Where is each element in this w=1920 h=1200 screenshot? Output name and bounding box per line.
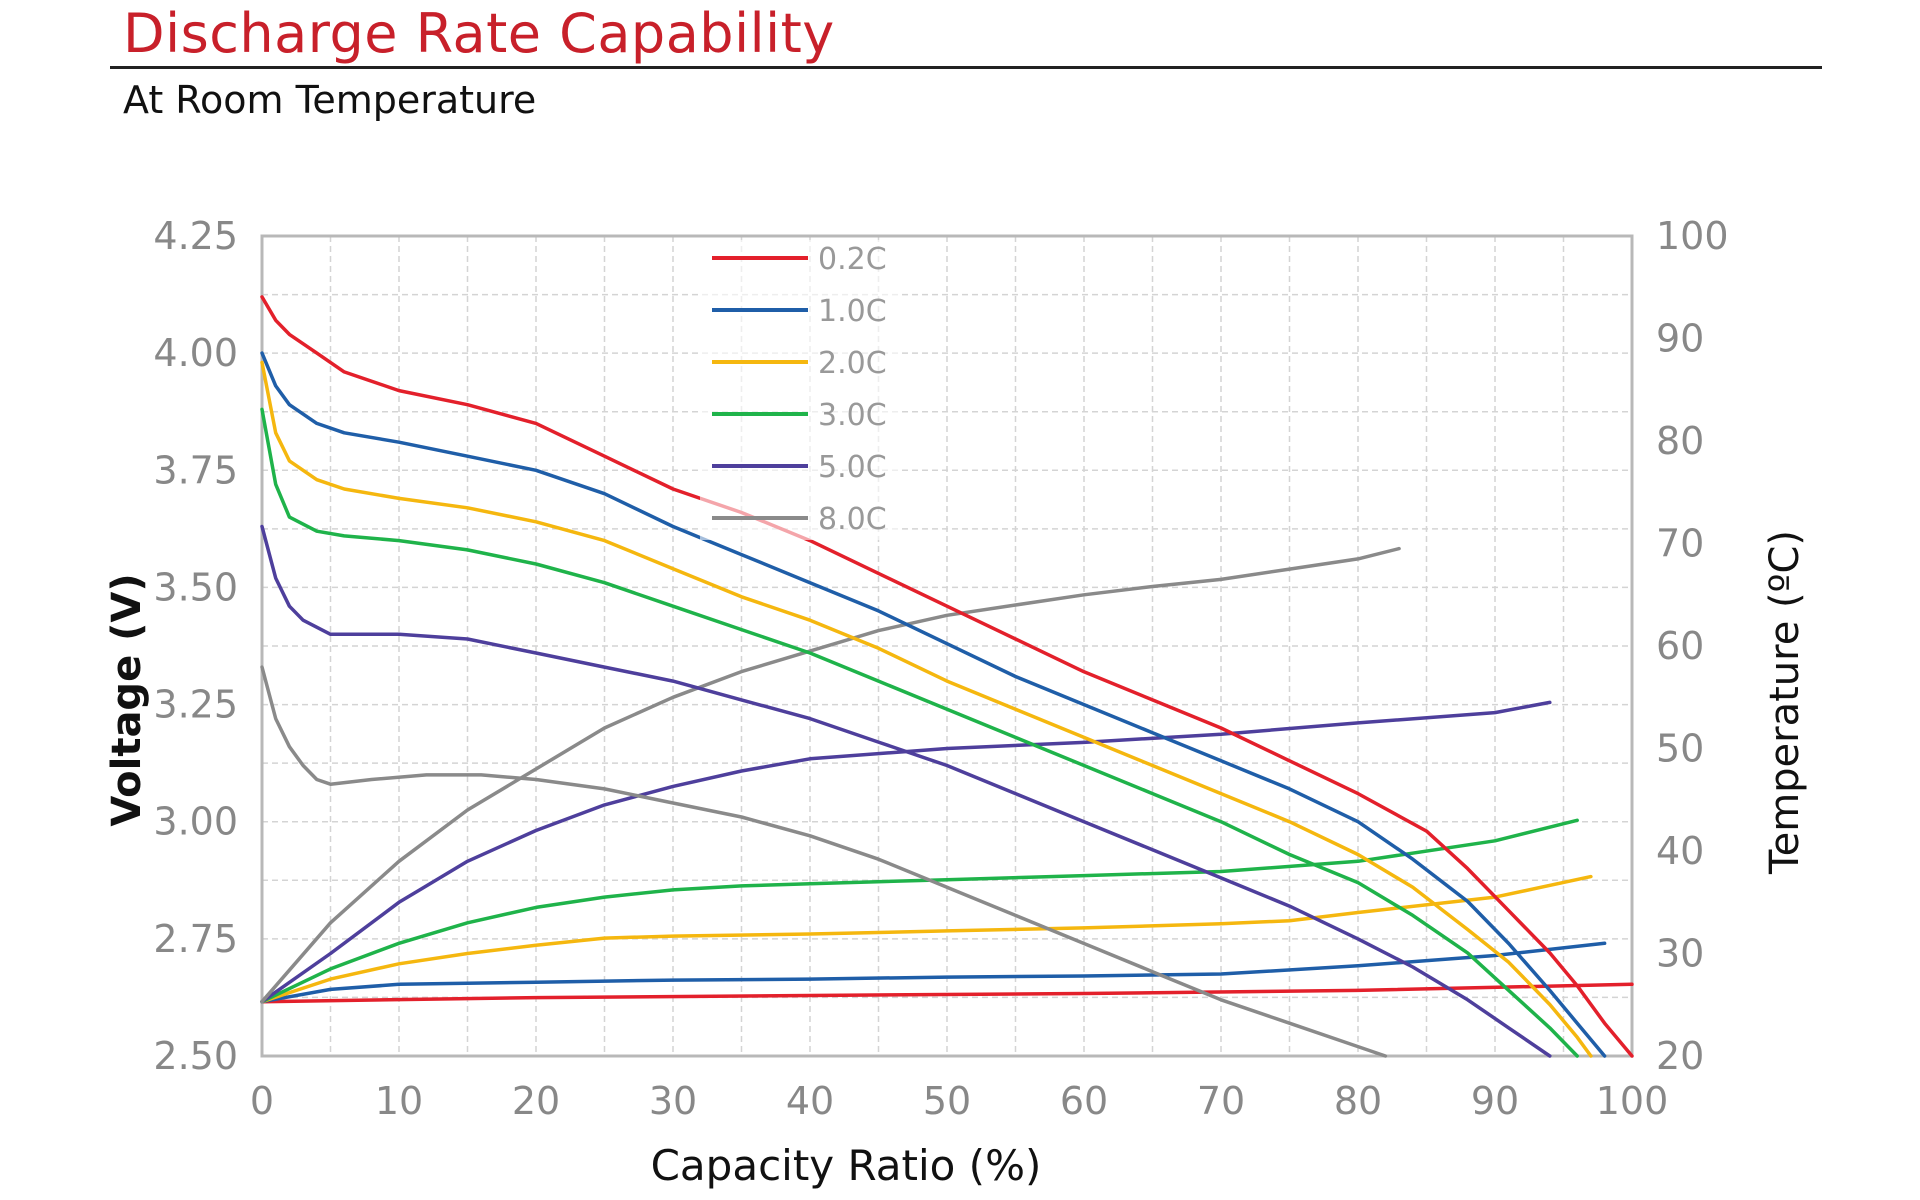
voltage-line-2.0C xyxy=(260,360,1593,1058)
x-tick-label: 60 xyxy=(1060,1079,1108,1123)
voltage-line-0.2C xyxy=(260,295,1634,1058)
y-axis-label: Voltage (V) xyxy=(104,573,150,826)
y-tick-label: 2.75 xyxy=(153,917,238,961)
y-tick-label: 4.00 xyxy=(153,331,238,375)
legend: 0.2C 1.0C 2.0C 3.0C 5.0C 8.0C xyxy=(700,240,900,540)
legend-background xyxy=(700,240,900,540)
x-tick-label: 40 xyxy=(786,1079,834,1123)
voltage-line-1.0C xyxy=(260,351,1607,1058)
legend-label: 5.0C xyxy=(818,450,887,485)
voltage-line-3.0C xyxy=(260,407,1579,1058)
page-title: Discharge Rate Capability xyxy=(123,2,835,65)
y2-tick-label: 20 xyxy=(1656,1034,1704,1078)
y2-tick-label: 60 xyxy=(1656,624,1704,668)
x-tick-label: 10 xyxy=(375,1079,423,1123)
voltage-series xyxy=(260,295,1634,1058)
x-tick-label: 70 xyxy=(1197,1079,1245,1123)
x-tick-label: 20 xyxy=(512,1079,560,1123)
y-tick-label: 3.50 xyxy=(153,565,238,609)
page-subtitle: At Room Temperature xyxy=(123,78,537,122)
temperature-line-8.0C xyxy=(260,546,1401,1004)
x-axis-ticks: 0 10 20 30 40 50 60 70 80 90 100 xyxy=(250,1079,1668,1123)
title-divider xyxy=(110,66,1822,69)
y2-tick-label: 30 xyxy=(1656,932,1704,976)
y2-tick-label: 100 xyxy=(1656,214,1729,258)
temperature-line-0.2C xyxy=(260,982,1634,1004)
y2-tick-label: 70 xyxy=(1656,522,1704,566)
x-tick-label: 100 xyxy=(1596,1079,1669,1123)
y-tick-label: 4.25 xyxy=(153,214,238,258)
temperature-line-2.0C xyxy=(260,874,1593,1004)
legend-label: 1.0C xyxy=(818,294,887,329)
legend-label: 3.0C xyxy=(818,398,887,433)
y2-tick-label: 50 xyxy=(1656,727,1704,771)
voltage-line-8.0C xyxy=(260,665,1388,1058)
grid-lines xyxy=(262,236,1632,1056)
y2-tick-label: 40 xyxy=(1656,829,1704,873)
temperature-line-5.0C xyxy=(260,700,1552,1004)
temperature-series xyxy=(260,546,1634,1004)
x-tick-label: 30 xyxy=(649,1079,697,1123)
voltage-line-5.0C xyxy=(260,524,1552,1058)
y2-axis-label: Temperature (ºC) xyxy=(1762,530,1808,875)
temperature-line-1.0C xyxy=(260,941,1607,1004)
plot-frame xyxy=(260,234,1634,1058)
y-axis-ticks: 2.50 2.75 3.00 3.25 3.50 3.75 4.00 4.25 xyxy=(153,214,238,1078)
y-tick-label: 3.00 xyxy=(153,800,238,844)
y2-tick-label: 80 xyxy=(1656,419,1704,463)
y-tick-label: 3.75 xyxy=(153,448,238,492)
x-tick-label: 50 xyxy=(923,1079,971,1123)
x-tick-label: 80 xyxy=(1334,1079,1382,1123)
y2-axis-ticks: 20 30 40 50 60 70 80 90 100 xyxy=(1656,214,1729,1078)
legend-label: 2.0C xyxy=(818,346,887,381)
y2-tick-label: 90 xyxy=(1656,317,1704,361)
x-tick-label: 90 xyxy=(1471,1079,1519,1123)
x-axis-label: Capacity Ratio (%) xyxy=(651,1141,1042,1190)
legend-label: 0.2C xyxy=(818,242,887,277)
x-tick-label: 0 xyxy=(250,1079,274,1123)
y-tick-label: 3.25 xyxy=(153,683,238,727)
y-tick-label: 2.50 xyxy=(153,1034,238,1078)
legend-label: 8.0C xyxy=(818,502,887,537)
